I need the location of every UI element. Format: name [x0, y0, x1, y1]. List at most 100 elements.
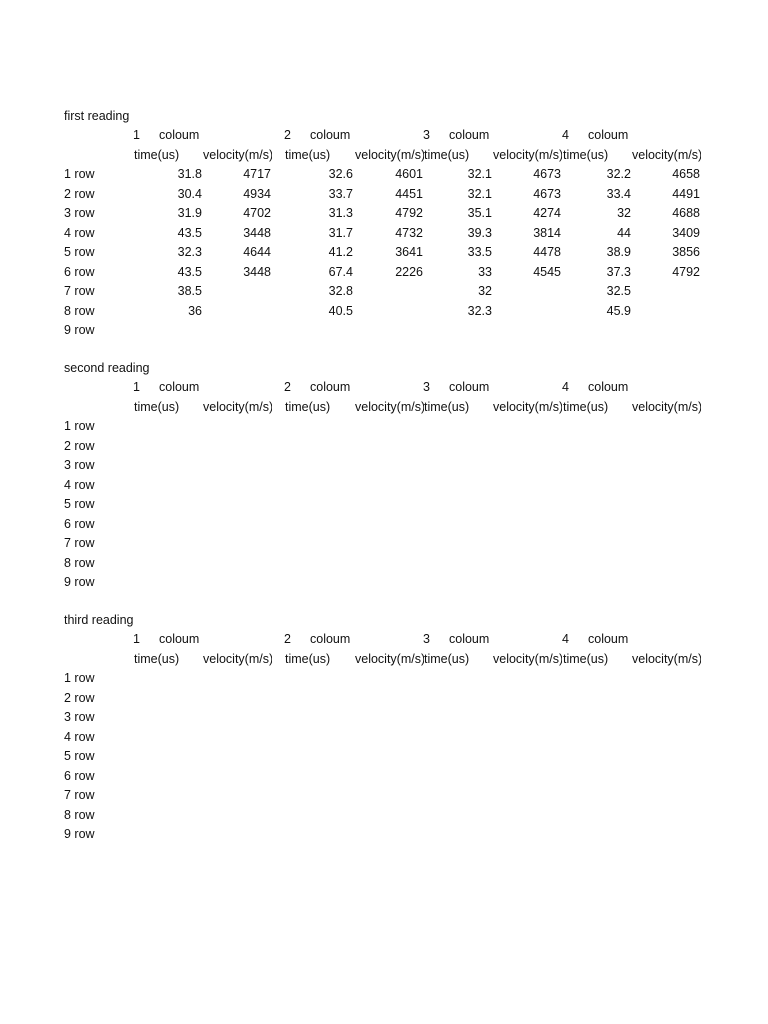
table-cell: 32.3	[177, 245, 202, 260]
table-cell: 4658	[672, 167, 700, 182]
table-cell: 32.3	[467, 303, 492, 318]
table-cell: 4792	[672, 264, 700, 279]
row-label: 5 row	[64, 749, 95, 764]
table-cell	[354, 302, 423, 321]
table-cell	[562, 321, 631, 340]
column-label: coloum	[310, 380, 351, 395]
row-label: 3 row	[64, 206, 95, 221]
table-cell	[492, 321, 561, 340]
row-label: 9 row	[64, 322, 95, 337]
column-label: coloum	[588, 632, 629, 647]
table-cell: 32.6	[328, 167, 353, 182]
column-label: coloum	[159, 128, 200, 143]
sub-header: velocity(m/s)	[632, 651, 701, 666]
table-cell: 31.9	[177, 206, 202, 221]
table-cell: 4732	[395, 225, 423, 240]
sub-header: velocity(m/s)	[203, 399, 272, 414]
row-label: 3 row	[64, 458, 95, 473]
sub-header: velocity(m/s)	[355, 147, 424, 162]
row-label: 4 row	[64, 729, 95, 744]
table-cell: 3641	[395, 245, 423, 260]
table-cell	[202, 282, 271, 301]
column-label: coloum	[588, 128, 629, 143]
column-number: 3	[423, 380, 430, 395]
row-label: 6 row	[64, 516, 95, 531]
row-label: 9 row	[64, 574, 95, 589]
sub-header: time(us)	[285, 651, 331, 666]
row-label: 1 row	[64, 419, 95, 434]
table-cell: 4934	[243, 186, 271, 201]
row-label: 6 row	[64, 264, 95, 279]
table-cell	[631, 321, 700, 340]
table-cell: 31.7	[328, 225, 353, 240]
sub-header: time(us)	[563, 651, 609, 666]
table-cell: 32.1	[467, 186, 492, 201]
table-cell: 4717	[243, 167, 271, 182]
column-number: 1	[133, 632, 140, 647]
sub-header: velocity(m/s)	[493, 399, 562, 414]
sub-header: velocity(m/s)	[203, 651, 272, 666]
column-number: 1	[133, 128, 140, 143]
table-cell: 41.2	[328, 245, 353, 260]
table-cell: 37.3	[606, 264, 631, 279]
table-cell	[133, 321, 202, 340]
sub-header: time(us)	[134, 399, 180, 414]
column-number: 2	[284, 380, 291, 395]
sub-header: time(us)	[134, 651, 180, 666]
row-label: 7 row	[64, 284, 95, 299]
sub-header: velocity(m/s)	[355, 399, 424, 414]
table-cell: 33.7	[328, 186, 353, 201]
row-label: 6 row	[64, 768, 95, 783]
sub-header: time(us)	[563, 399, 609, 414]
row-label: 3 row	[64, 710, 95, 725]
table-cell: 30.4	[177, 186, 202, 201]
table-cell: 32	[478, 284, 492, 299]
column-label: coloum	[159, 632, 200, 647]
table-cell: 32	[617, 206, 631, 221]
column-number: 4	[562, 380, 569, 395]
row-label: 1 row	[64, 671, 95, 686]
table-cell	[492, 282, 561, 301]
table-cell: 36	[188, 303, 202, 318]
row-label: 2 row	[64, 438, 95, 453]
table-cell: 43.5	[177, 264, 202, 279]
column-number: 4	[562, 632, 569, 647]
table-cell: 3856	[672, 245, 700, 260]
table-cell	[631, 302, 700, 321]
table-cell: 32.5	[606, 284, 631, 299]
column-label: coloum	[449, 632, 490, 647]
column-label: coloum	[310, 128, 351, 143]
table-cell: 3448	[243, 225, 271, 240]
sub-header: time(us)	[134, 147, 180, 162]
table-cell: 44	[617, 225, 631, 240]
column-number: 1	[133, 380, 140, 395]
table-cell: 33.5	[467, 245, 492, 260]
row-label: 4 row	[64, 225, 95, 240]
sub-header: time(us)	[563, 147, 609, 162]
table-cell: 4688	[672, 206, 700, 221]
table-cell: 4491	[672, 186, 700, 201]
section-title: second reading	[64, 361, 150, 375]
table-cell: 4644	[243, 245, 271, 260]
sub-header: velocity(m/s)	[493, 651, 562, 666]
column-label: coloum	[449, 128, 490, 143]
column-number: 3	[423, 632, 430, 647]
row-label: 9 row	[64, 826, 95, 841]
table-cell	[423, 321, 492, 340]
table-cell: 31.3	[328, 206, 353, 221]
table-cell: 3409	[672, 225, 700, 240]
table-cell: 33	[478, 264, 492, 279]
table-cell	[284, 321, 353, 340]
row-label: 7 row	[64, 788, 95, 803]
table-cell: 4478	[533, 245, 561, 260]
table-cell: 4274	[533, 206, 561, 221]
sub-header: time(us)	[424, 399, 470, 414]
row-label: 5 row	[64, 497, 95, 512]
table-cell: 33.4	[606, 186, 631, 201]
column-number: 4	[562, 128, 569, 143]
table-cell: 4792	[395, 206, 423, 221]
column-label: coloum	[310, 632, 351, 647]
sub-header: velocity(m/s)	[203, 147, 272, 162]
row-label: 2 row	[64, 186, 95, 201]
table-cell: 32.8	[328, 284, 353, 299]
